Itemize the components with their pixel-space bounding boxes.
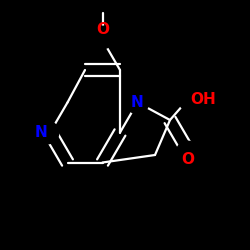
Text: N: N: [35, 125, 48, 140]
Circle shape: [176, 141, 199, 164]
Text: O: O: [96, 22, 109, 38]
Circle shape: [179, 89, 201, 111]
Circle shape: [91, 26, 114, 49]
Circle shape: [36, 121, 59, 144]
Circle shape: [126, 91, 149, 114]
Text: OH: OH: [190, 92, 216, 108]
Text: O: O: [181, 152, 194, 168]
Text: N: N: [131, 95, 144, 110]
